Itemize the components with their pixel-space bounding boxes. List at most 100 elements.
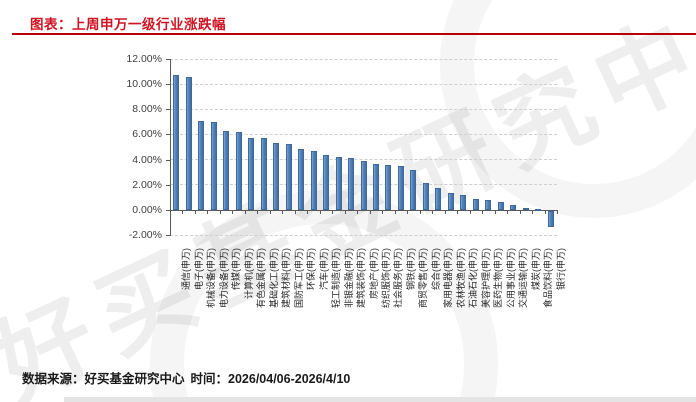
x-axis-category-label: 公用事业(申万)	[505, 248, 516, 308]
x-axis-category-label: 银行(申万)	[555, 248, 566, 290]
x-axis-tick-mark	[507, 209, 509, 214]
source-label: 数据来源：好买基金研究中心	[22, 372, 185, 386]
y-axis-tick-label: 4.00%	[132, 153, 162, 166]
gridline	[170, 159, 557, 161]
x-axis-tick-mark	[394, 209, 396, 214]
bar	[460, 195, 467, 210]
x-axis-category-label: 美容护理(申万)	[480, 248, 491, 308]
x-axis-category-label: 基础化工(申万)	[268, 248, 279, 308]
y-axis-tick-mark	[166, 235, 170, 236]
x-axis-tick-mark	[294, 209, 296, 214]
bottom-strip	[64, 397, 696, 402]
y-axis-tick-label: -2.00%	[128, 229, 162, 241]
x-axis-tick-mark	[219, 209, 221, 214]
x-axis-line	[170, 209, 557, 211]
x-axis-category-label: 国防军工(申万)	[293, 248, 304, 308]
caption-underline	[12, 33, 696, 35]
x-axis-category-label: 医药生物(申万)	[493, 248, 504, 308]
y-axis-tick-label: 0.00%	[132, 203, 162, 216]
x-axis-category-label: 交通运输(申万)	[518, 248, 529, 308]
bar	[472, 199, 479, 210]
x-axis-category-label: 农林牧渔(申万)	[455, 248, 466, 308]
gridline	[170, 234, 557, 236]
x-axis-category-label: 计算机(申万)	[243, 248, 254, 299]
bar-chart: 12.00% 10.00% 8.00% 6.00% 4.00% 2.00% 0.00% -2.…	[126, 53, 566, 308]
y-axis-line	[170, 59, 171, 236]
x-axis-tick-mark	[282, 209, 284, 214]
x-axis-tick-mark	[444, 209, 446, 214]
x-axis-category-label: 环保(申万)	[306, 248, 317, 290]
bar	[198, 120, 205, 210]
y-axis-tick-mark	[166, 134, 170, 136]
x-axis-category-label: 非银金融(申万)	[343, 248, 354, 308]
caption-title: 上周申万一级行业涨跌幅	[72, 17, 226, 32]
x-axis-tick-mark	[457, 209, 459, 214]
chart-caption: 图表：上周申万一级行业涨跌幅	[30, 13, 226, 33]
x-axis-tick-mark	[244, 209, 246, 214]
bar	[298, 148, 305, 210]
x-axis-tick-mark	[482, 209, 484, 214]
bar	[385, 165, 392, 210]
x-axis-tick-mark	[519, 209, 521, 214]
bar	[310, 151, 317, 210]
bar	[285, 144, 292, 210]
x-axis-category-label: 钢铁(申万)	[405, 248, 416, 290]
x-axis-tick-mark	[407, 209, 409, 214]
y-axis-tick-label: 12.00%	[126, 53, 162, 65]
bar	[248, 137, 255, 210]
x-axis-tick-mark	[532, 209, 534, 214]
x-axis-tick-mark	[332, 209, 334, 214]
x-axis-category-label: 建筑材料(申万)	[281, 248, 292, 308]
bar	[485, 199, 492, 210]
bar	[547, 210, 554, 228]
x-axis-category-label: 食品饮料(申万)	[543, 248, 554, 308]
y-axis-tick-mark	[166, 109, 170, 111]
x-axis-category-label: 建筑装饰(申万)	[356, 248, 367, 308]
y-axis-tick-mark	[166, 209, 170, 211]
x-axis-tick-mark	[494, 209, 496, 214]
bar	[173, 74, 180, 210]
y-axis-tick-label: 8.00%	[132, 103, 162, 116]
x-axis-category-label: 电力设备(申万)	[218, 248, 229, 308]
y-axis-tick-label: 6.00%	[132, 128, 162, 141]
x-axis-category-label: 综合(申万)	[430, 248, 441, 290]
data-source-note: 数据来源：好买基金研究中心 时间：2026/04/06-2026/4/10	[22, 368, 356, 387]
bar	[335, 157, 342, 210]
bar	[185, 76, 192, 210]
bar	[535, 208, 542, 211]
x-axis-tick-mark	[419, 209, 421, 214]
bar	[397, 166, 404, 210]
x-axis-tick-mark	[319, 209, 321, 214]
x-axis-tick-mark	[170, 209, 171, 214]
x-axis-category-label: 房地产(申万)	[368, 248, 379, 299]
x-axis-category-label: 电子(申万)	[193, 248, 204, 290]
bar	[372, 163, 379, 210]
x-axis-tick-mark	[269, 209, 271, 214]
gridline	[170, 133, 557, 135]
x-axis-tick-mark	[307, 209, 309, 214]
x-axis-tick-mark	[382, 209, 384, 214]
x-axis-category-label: 汽车(申万)	[318, 248, 329, 290]
bar	[497, 202, 504, 210]
y-axis-tick-mark	[166, 84, 170, 86]
x-axis-category-label: 社会服务(申万)	[393, 248, 404, 308]
bar	[522, 207, 529, 210]
x-axis-category-label: 轻工制造(申万)	[331, 248, 342, 308]
x-axis-tick-mark	[369, 209, 371, 214]
x-axis-category-label: 石油石化(申万)	[468, 248, 479, 308]
bar	[223, 130, 230, 210]
x-axis-category-label: 煤炭(申万)	[530, 248, 541, 290]
x-axis-tick-mark	[182, 209, 184, 214]
x-axis-tick-mark	[432, 209, 434, 214]
y-axis-tick-label: 10.00%	[126, 78, 162, 91]
x-axis-tick-mark	[557, 209, 558, 214]
x-axis-category-label: 传媒(申万)	[231, 248, 242, 290]
bar	[510, 205, 517, 210]
x-axis-category-label: 纺织服饰(申万)	[380, 248, 391, 308]
caption-prefix: 图表：	[30, 17, 72, 32]
x-axis-tick-mark	[344, 209, 346, 214]
bar	[435, 187, 442, 210]
gridline	[170, 83, 557, 85]
bar	[260, 138, 267, 210]
